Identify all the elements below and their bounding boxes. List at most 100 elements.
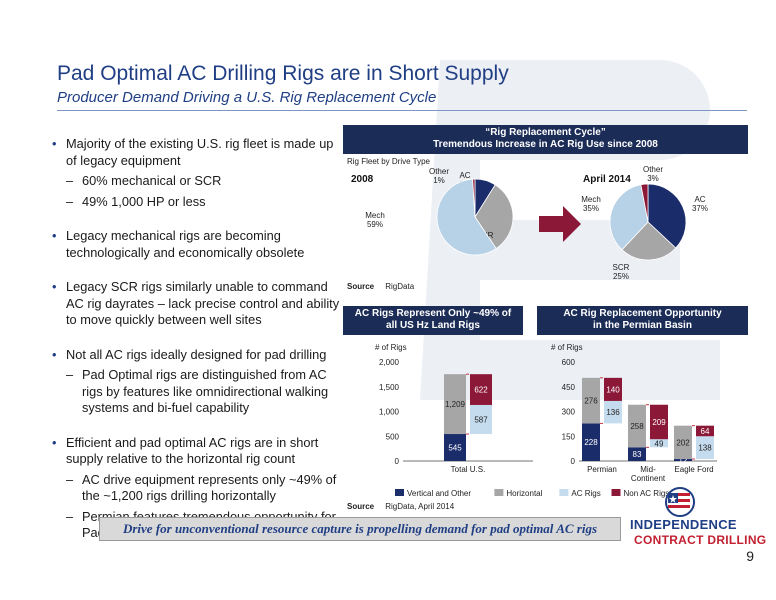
pie-slice-mech — [436, 178, 497, 256]
bullet-item: Not all AC rigs ideally designed for pad… — [50, 347, 340, 364]
legend-swatch — [395, 489, 404, 496]
data-label: 545 — [448, 444, 462, 453]
legend-label: Vertical and Other — [407, 489, 471, 498]
data-label: 622 — [474, 386, 488, 395]
source-text: RigData — [385, 282, 415, 291]
bar-segment — [582, 377, 600, 424]
bar-segment — [674, 459, 692, 461]
data-label: 202 — [676, 438, 690, 447]
pie-label-mech: Mech 59% — [365, 211, 385, 229]
legend-swatch — [559, 489, 569, 496]
x-tick-label: Permian — [587, 465, 617, 474]
pie-label-scr: SCR 25% — [613, 263, 630, 280]
data-label: 140 — [606, 385, 620, 394]
pie-slice-scr — [621, 221, 677, 261]
data-label: 138 — [698, 444, 712, 453]
bar-segment — [444, 374, 466, 435]
flag-icon — [665, 487, 695, 517]
data-label: 587 — [474, 415, 488, 424]
pie-slice-ac — [647, 183, 687, 249]
bar-segment — [628, 404, 646, 448]
y-tick-label: 0 — [395, 457, 400, 466]
pie-slice-scr — [474, 184, 514, 250]
bar-segment — [650, 439, 668, 448]
data-label: 228 — [584, 438, 598, 447]
bar-segment — [650, 404, 668, 440]
source-label: Source — [347, 502, 375, 511]
company-logo: INDEPENDENCE CONTRACT DRILLING — [630, 487, 770, 557]
sub-bullet-item: 49% 1,000 HP or less — [50, 194, 340, 211]
bullet-item: Legacy SCR rigs similarly unable to comm… — [50, 279, 340, 329]
x-tick-label: Mid-Continent — [631, 465, 666, 483]
logo-line-2: CONTRACT DRILLING — [634, 533, 767, 547]
x-tick-label: Eagle Ford — [674, 465, 713, 474]
rig-replacement-header: “Rig Replacement Cycle” Tremendous Incre… — [343, 125, 748, 154]
header-line: all US Hz Land Rigs — [386, 320, 480, 331]
bar-segment — [444, 434, 466, 461]
y-axis-title: # of Rigs — [551, 343, 583, 352]
bar-segment — [628, 447, 646, 461]
source-label: Source — [347, 282, 375, 291]
legend-swatch — [611, 489, 621, 496]
legend-swatch — [494, 489, 504, 496]
pie-title: April 2014 — [583, 174, 631, 185]
bar-segment — [470, 374, 492, 405]
y-tick-label: 450 — [562, 383, 576, 392]
data-label: 64 — [701, 427, 710, 436]
pie-slice-other — [640, 183, 649, 223]
pie-label-other: Other 3% — [643, 165, 663, 183]
y-tick-label: 500 — [386, 432, 400, 441]
sub-bullet-item: 60% mechanical or SCR — [50, 173, 340, 190]
data-label: 276 — [584, 397, 598, 406]
pie-title: 2008 — [351, 174, 374, 185]
y-tick-label: 1,500 — [379, 383, 400, 392]
bar-segment — [470, 404, 492, 435]
bottom-source: Source RigData, April 2014 — [347, 502, 454, 511]
page-number: 9 — [746, 548, 754, 564]
pie-slice-other — [472, 178, 476, 218]
bullet-item: Majority of the existing U.S. rig fleet … — [50, 136, 340, 169]
y-tick-label: 150 — [562, 432, 576, 441]
legend-label: AC Rigs — [571, 489, 600, 498]
callout-banner: Drive for unconventional resource captur… — [99, 517, 621, 541]
bullet-item: Efficient and pad optimal AC rigs are in… — [50, 435, 340, 468]
header-line: AC Rig Replacement Opportunity — [563, 308, 722, 319]
bar-charts: # of Rigs 0 500 1,000 1,500 2,000 545 1,209 587 6… — [375, 343, 717, 498]
legend-label: Non AC Rigs — [624, 489, 670, 498]
page-subtitle: Producer Demand Driving a U.S. Rig Repla… — [57, 89, 437, 106]
sub-bullet-item: AC drive equipment represents only ~49% … — [50, 472, 340, 505]
permian-header: AC Rig Replacement Opportunity in the Pe… — [537, 306, 748, 335]
bar-segment — [696, 425, 714, 437]
bullet-list: Majority of the existing U.S. rig fleet … — [50, 128, 340, 542]
bar-segment — [696, 436, 714, 460]
y-tick-label: 300 — [562, 408, 576, 417]
data-label: 12 — [679, 456, 688, 465]
source-text: RigData, April 2014 — [385, 502, 455, 511]
bar-segment — [582, 423, 600, 461]
y-axis-title: # of Rigs — [375, 343, 407, 352]
data-label: 1,209 — [445, 400, 466, 409]
bar-segment — [674, 425, 692, 460]
data-label: 209 — [652, 418, 666, 427]
x-tick-label: Total U.S. — [451, 465, 486, 474]
y-tick-label: 1,000 — [379, 408, 400, 417]
pie-slice-mech — [609, 184, 649, 251]
page-title: Pad Optimal AC Drilling Rigs are in Shor… — [57, 62, 509, 85]
data-label: 258 — [630, 422, 644, 431]
data-label: 49 — [655, 439, 664, 448]
y-tick-label: 0 — [571, 457, 576, 466]
y-tick-label: 600 — [562, 358, 576, 367]
logo-line-1: INDEPENDENCE — [630, 517, 737, 532]
header-line: in the Permian Basin — [593, 320, 692, 331]
data-label: 136 — [606, 408, 620, 417]
header-line: “Rig Replacement Cycle” — [485, 127, 606, 138]
y-tick-label: 2,000 — [379, 358, 400, 367]
sub-bullet-item: Pad Optimal rigs are distinguished from … — [50, 367, 340, 417]
title-divider — [57, 110, 747, 111]
bar-segment — [604, 377, 622, 401]
pie-subtitle: Rig Fleet by Drive Type — [347, 157, 430, 166]
ac-rigs-header: AC Rigs Represent Only ~49% of all US Hz… — [343, 306, 523, 335]
data-label: 83 — [633, 450, 642, 459]
legend-label: Horizontal — [506, 489, 542, 498]
